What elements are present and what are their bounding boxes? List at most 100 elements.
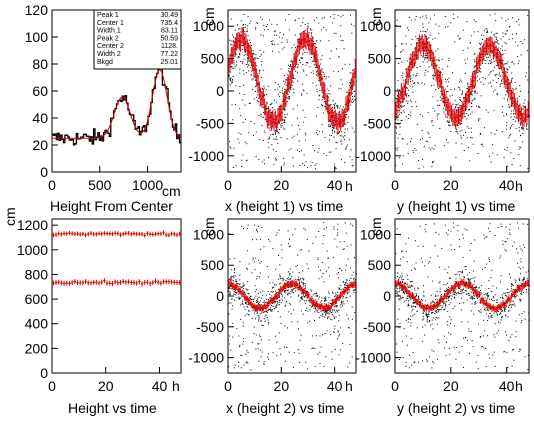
scatter-point	[304, 41, 306, 43]
scatter-point	[459, 79, 461, 81]
scatter-point	[410, 141, 411, 143]
scatter-point	[269, 129, 271, 131]
scatter-point	[503, 301, 505, 303]
scatter-point	[480, 95, 482, 97]
scatter-point	[402, 109, 404, 111]
scatter-point	[510, 80, 512, 82]
scatter-point	[426, 42, 428, 44]
scatter-point	[231, 82, 233, 84]
scatter-point	[347, 91, 349, 93]
scatter-point	[498, 50, 500, 52]
scatter-point	[523, 278, 525, 280]
scatter-point	[407, 89, 409, 91]
scatter-point	[250, 295, 252, 297]
scatter-point	[454, 281, 456, 283]
scatter-point	[436, 115, 438, 117]
scatter-point	[287, 230, 289, 232]
scatter-point	[433, 362, 435, 364]
plot-frame	[51, 218, 182, 374]
scatter-point	[504, 292, 506, 294]
scatter-point	[444, 113, 446, 115]
scatter-point	[275, 300, 276, 302]
scatter-point	[280, 68, 282, 70]
scatter-point	[332, 112, 334, 114]
scatter-point	[500, 255, 502, 257]
scatter-point	[298, 18, 300, 20]
scatter-point	[239, 344, 241, 346]
scatter-point	[321, 262, 323, 263]
scatter-point	[328, 302, 330, 304]
scatter-point	[288, 287, 290, 288]
y-tick-label: -1000	[355, 148, 391, 164]
scatter-point	[412, 305, 414, 307]
scatter-point	[466, 340, 468, 341]
scatter-point	[507, 292, 509, 294]
scatter-point	[231, 104, 233, 106]
scatter-point	[247, 34, 249, 36]
scatter-point	[340, 304, 342, 306]
scatter-point	[254, 312, 255, 314]
scatter-point	[418, 298, 420, 300]
scatter-point	[311, 57, 312, 58]
scatter-point	[432, 96, 434, 98]
scatter-point	[349, 63, 351, 65]
scatter-point	[486, 44, 488, 46]
scatter-point	[504, 241, 506, 243]
scatter-point	[411, 64, 413, 66]
scatter-point	[498, 43, 500, 45]
scatter-point	[287, 97, 289, 99]
scatter-point	[473, 65, 475, 67]
scatter-point	[322, 96, 324, 98]
scatter-point	[253, 60, 255, 61]
scatter-point	[505, 94, 507, 96]
scatter-point	[247, 362, 249, 364]
scatter-point	[433, 301, 435, 303]
scatter-point	[286, 89, 288, 91]
scatter-point	[283, 109, 285, 111]
scatter-point	[471, 103, 473, 104]
scatter-point	[288, 149, 290, 151]
scatter-point	[501, 79, 502, 81]
scatter-point	[396, 116, 398, 118]
scatter-point	[242, 24, 244, 26]
scatter-point	[282, 87, 284, 89]
scatter-point	[400, 105, 402, 107]
scatter-point	[527, 369, 529, 370]
scatter-point	[286, 277, 288, 279]
scatter-point	[284, 114, 286, 115]
scatter-point	[341, 303, 343, 305]
scatter-point	[485, 236, 487, 238]
x-unit-label: h	[345, 378, 353, 394]
scatter-point	[431, 367, 433, 369]
scatter-point	[517, 222, 519, 224]
scatter-point	[283, 119, 285, 121]
scatter-point	[351, 274, 353, 276]
scatter-point	[494, 13, 496, 15]
scatter-point	[522, 267, 524, 269]
scatter-point	[284, 83, 286, 85]
scatter-point	[255, 310, 257, 312]
scatter-point	[506, 30, 508, 32]
scatter-point	[336, 305, 338, 306]
scatter-point	[235, 85, 237, 87]
scatter-point	[247, 30, 248, 32]
scatter-point	[272, 247, 274, 249]
scatter-point	[315, 295, 317, 297]
scatter-point	[512, 38, 514, 40]
scatter-point	[336, 296, 338, 298]
x-tick-label: 0	[48, 177, 56, 193]
scatter-point	[350, 223, 351, 225]
scatter-point	[411, 281, 413, 282]
scatter-point	[439, 301, 441, 303]
scatter-point	[273, 133, 275, 135]
stats-value: 30.49	[160, 12, 178, 19]
scatter-point	[438, 25, 440, 27]
scatter-point	[438, 88, 440, 89]
scatter-point	[421, 340, 423, 342]
scatter-point	[418, 40, 419, 42]
scatter-point	[315, 64, 317, 66]
scatter-point	[322, 313, 323, 315]
scatter-point	[509, 25, 511, 27]
scatter-point	[503, 81, 505, 83]
scatter-point	[504, 295, 506, 297]
